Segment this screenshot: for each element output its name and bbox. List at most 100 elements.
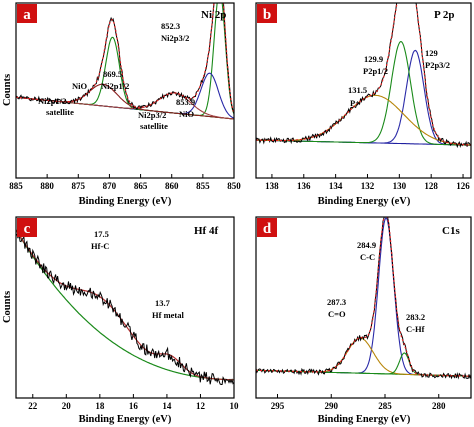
fit-envelope-b bbox=[256, 3, 471, 146]
panel-d: 295 290 285 280 Binding Energy (eV) d C1s 2… bbox=[255, 216, 472, 425]
x-ticks-b: 138 136 134 132 130 128 126 bbox=[265, 174, 470, 191]
annotation-17-5: 17.5 Hf-C bbox=[91, 229, 109, 251]
x-tick-label-b-5: 128 bbox=[424, 181, 438, 191]
annot-129-9-value: 129.9 bbox=[364, 54, 383, 64]
x-tick-label-d-0: 295 bbox=[271, 401, 285, 411]
x-ticks-d: 295 290 285 280 bbox=[271, 394, 446, 411]
background-line-c bbox=[16, 229, 234, 381]
x-tick-label-a-1: 880 bbox=[40, 181, 54, 191]
x-tick-label-d-1: 290 bbox=[325, 401, 339, 411]
x-tick-label-b-0: 138 bbox=[265, 181, 279, 191]
plot-area-b bbox=[256, 3, 471, 149]
annotation-ni2p12-sat: Ni2p1/2 satellite bbox=[38, 96, 74, 117]
plot-area-c bbox=[16, 229, 234, 385]
x-axis-title-a: Binding Energy (eV) bbox=[79, 196, 172, 207]
frame-d bbox=[255, 216, 472, 399]
x-tick-label-c-2: 18 bbox=[95, 401, 105, 411]
x-tick-label-a-7: 850 bbox=[227, 181, 241, 191]
annotation-869: 869.5 Ni2p1/2 bbox=[101, 69, 129, 91]
annot-13-7-value: 13.7 bbox=[155, 298, 171, 308]
x-tick-label-a-3: 870 bbox=[103, 181, 117, 191]
x-tick-label-a-2: 875 bbox=[72, 181, 86, 191]
annot-283-2-name: C-Hf bbox=[406, 324, 425, 334]
panel-badge-d bbox=[257, 218, 277, 237]
x-axis-title-b: Binding Energy (eV) bbox=[318, 196, 411, 207]
x-ticks-a: 885 880 875 870 865 860 855 850 bbox=[9, 174, 241, 191]
x-tick-label-c-3: 16 bbox=[129, 401, 139, 411]
panel-badge-b bbox=[257, 4, 277, 23]
frame-b bbox=[255, 2, 472, 179]
annotation-ni2p32-sat: Ni2p3/2 satellite bbox=[138, 110, 168, 131]
annot-ni2p32-sat-word: satellite bbox=[140, 121, 168, 131]
raw-spectrum-d bbox=[256, 217, 471, 380]
annotation-129: 129 P2p3/2 bbox=[425, 48, 450, 70]
y-axis-title-c: Counts bbox=[2, 291, 13, 323]
annot-129-9-name: P2p1/2 bbox=[363, 66, 388, 76]
frame-a bbox=[15, 2, 235, 179]
x-axis-title-c: Binding Energy (eV) bbox=[79, 414, 172, 425]
annot-131-5-value: 131.5 bbox=[348, 85, 367, 95]
panel-badge-label-a: a bbox=[23, 7, 31, 23]
annot-287-3-name: C=O bbox=[328, 309, 346, 319]
annot-852-name: Ni2p3/2 bbox=[161, 33, 189, 43]
annot-852-value: 852.3 bbox=[161, 21, 180, 31]
component-peak-d-2 bbox=[256, 352, 471, 377]
annot-287-3-value: 287.3 bbox=[327, 297, 346, 307]
annotation-283-2: 283.2 C-Hf bbox=[406, 312, 425, 334]
annotation-853: 853.9 NiO bbox=[176, 97, 195, 119]
x-tick-label-a-0: 885 bbox=[9, 181, 23, 191]
annotation-287-3: 287.3 C=O bbox=[327, 297, 346, 319]
plot-area-a bbox=[16, 3, 234, 120]
annot-284-9-value: 284.9 bbox=[357, 240, 376, 250]
x-axis-title-d: Binding Energy (eV) bbox=[318, 414, 411, 425]
annotation-13-7: 13.7 Hf metal bbox=[152, 298, 185, 320]
panel-title-a: Ni 2p bbox=[201, 9, 226, 21]
fit-envelope-d bbox=[256, 217, 471, 377]
annot-869-value: 869.5 bbox=[103, 69, 122, 79]
fit-envelope-c bbox=[16, 229, 234, 381]
panel-title-b: P 2p bbox=[434, 9, 454, 21]
x-ticks-c: 22 20 18 16 14 12 10 bbox=[28, 394, 239, 411]
annot-ni2p12-sat-name: Ni2p1/2 bbox=[38, 96, 66, 106]
x-tick-label-d-2: 285 bbox=[378, 401, 392, 411]
x-tick-label-b-2: 134 bbox=[329, 181, 343, 191]
x-tick-label-a-5: 860 bbox=[165, 181, 179, 191]
panel-title-d: C1s bbox=[442, 225, 460, 237]
x-tick-label-c-4: 14 bbox=[162, 401, 172, 411]
annot-17-5-name: Hf-C bbox=[91, 241, 109, 251]
panel-b: 138 136 134 132 130 128 126 Binding Energy (eV… bbox=[255, 2, 472, 207]
fit-envelope-a bbox=[16, 3, 234, 114]
raw-spectrum-c bbox=[16, 232, 234, 385]
panel-c: 22 20 18 16 14 12 10 Binding Energy (eV) Count… bbox=[2, 216, 239, 425]
annotation-852: 852.3 Ni2p3/2 bbox=[161, 21, 189, 43]
panel-badge-a bbox=[17, 4, 37, 23]
annot-869-name: Ni2p1/2 bbox=[101, 81, 129, 91]
annot-853-name: NiO bbox=[179, 109, 195, 119]
x-tick-label-a-6: 855 bbox=[196, 181, 210, 191]
annot-ni2p12-sat-word: satellite bbox=[46, 107, 74, 117]
plot-area-d bbox=[256, 217, 471, 380]
x-tick-label-c-1: 20 bbox=[62, 401, 72, 411]
annot-853-value: 853.9 bbox=[176, 97, 195, 107]
panel-a: 885 880 875 870 865 860 855 850 Binding Energy … bbox=[2, 2, 241, 207]
annotation-131-5: 131.5 P+ bbox=[348, 85, 367, 108]
x-tick-label-b-3: 132 bbox=[361, 181, 375, 191]
x-tick-label-b-1: 136 bbox=[297, 181, 311, 191]
panel-badge-label-b: b bbox=[263, 7, 271, 23]
x-tick-label-d-3: 280 bbox=[432, 401, 446, 411]
y-axis-title-a: Counts bbox=[2, 74, 13, 106]
annotation-129-9: 129.9 P2p1/2 bbox=[363, 54, 388, 76]
panel-badge-label-d: d bbox=[263, 221, 272, 237]
annot-284-9-name: C-C bbox=[360, 252, 375, 262]
annot-129-value: 129 bbox=[425, 48, 438, 58]
panel-title-c: Hf 4f bbox=[194, 225, 218, 237]
annot-129-name: P2p3/2 bbox=[425, 60, 450, 70]
x-tick-label-b-4: 130 bbox=[393, 181, 407, 191]
annotation-284-9: 284.9 C-C bbox=[357, 240, 376, 262]
x-tick-label-c-5: 12 bbox=[196, 401, 206, 411]
x-tick-label-c-6: 10 bbox=[230, 401, 240, 411]
x-tick-label-b-6: 126 bbox=[456, 181, 470, 191]
panel-badge-c bbox=[17, 218, 37, 237]
annot-13-7-name: Hf metal bbox=[152, 310, 185, 320]
